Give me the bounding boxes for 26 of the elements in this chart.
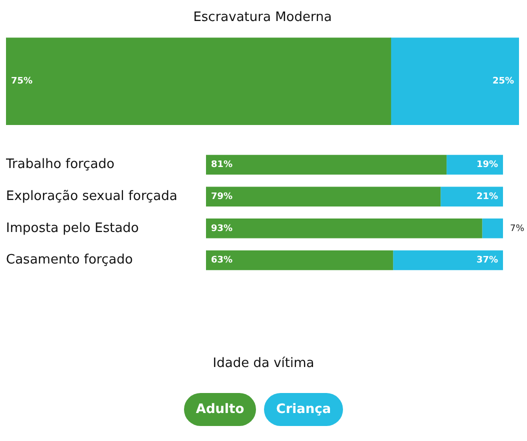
bar (482, 218, 503, 238)
bar (446, 154, 503, 175)
data-label: 81% (211, 160, 233, 170)
data-label: 25% (492, 76, 514, 87)
bar (393, 250, 503, 270)
data-label: 75% (11, 76, 33, 87)
bar (206, 250, 394, 270)
data-label: 19% (476, 160, 498, 170)
data-label: 79% (211, 192, 233, 202)
data-label: 7% (510, 224, 525, 234)
bar (440, 186, 503, 206)
y-tick-label: Imposta pelo Estado (6, 220, 139, 236)
chart-title: Escravatura Moderna (193, 10, 332, 26)
y-tick-label: Trabalho forçado (5, 157, 114, 172)
y-tick-label: Exploração sexual forçada (6, 188, 178, 204)
data-label: 21% (476, 192, 498, 202)
text: Adulto (184, 393, 256, 426)
bar (206, 186, 441, 206)
bar (206, 154, 447, 175)
data-label: 63% (211, 256, 233, 266)
text: Criança (264, 393, 344, 426)
y-tick-label: Casamento forçado (6, 252, 133, 268)
bar (206, 218, 482, 238)
data-label: 93% (211, 224, 233, 234)
data-label: 37% (476, 256, 498, 266)
legend-title: Idade da vítima (212, 356, 316, 371)
